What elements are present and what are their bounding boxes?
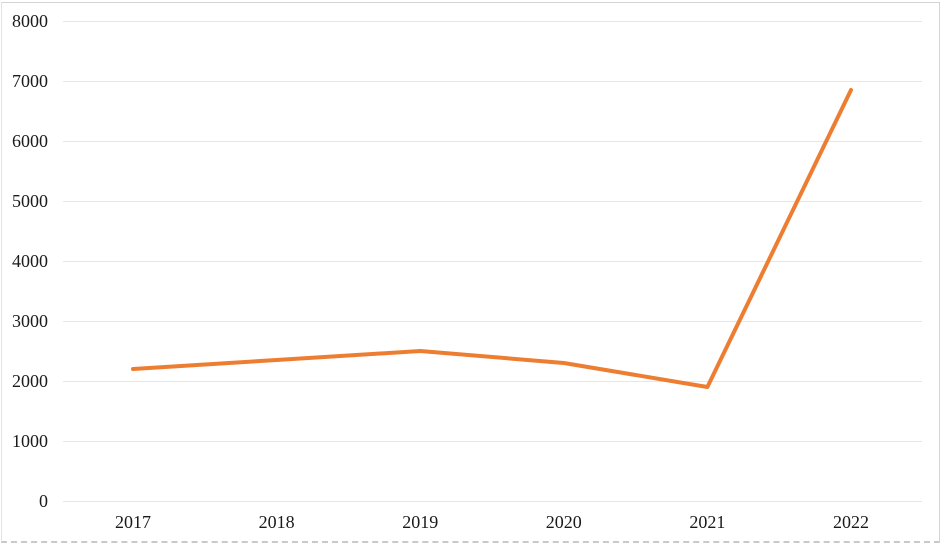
- y-axis-tick-label: 7000: [12, 71, 48, 91]
- y-axis-tick-label: 1000: [12, 431, 48, 451]
- gridline: [63, 321, 922, 322]
- x-axis-tick-label: 2021: [689, 512, 726, 532]
- gridline: [63, 441, 922, 442]
- gridline: [63, 201, 922, 202]
- y-axis-tick-label: 6000: [12, 131, 48, 151]
- y-axis-tick-label: 3000: [12, 311, 48, 331]
- x-axis-tick-label: 2019: [402, 512, 439, 532]
- y-axis-tick-label: 0: [39, 491, 48, 511]
- gridline: [63, 261, 922, 262]
- gridline: [63, 381, 922, 382]
- gridline: [63, 141, 922, 142]
- x-axis-tick-label: 2018: [258, 512, 295, 532]
- x-axis-tick-label: 2022: [833, 512, 869, 532]
- gridline: [63, 21, 922, 22]
- gridline: [63, 501, 922, 502]
- y-axis-tick-label: 8000: [12, 11, 48, 31]
- y-axis-tick-label: 2000: [12, 371, 48, 391]
- data-line: [131, 88, 853, 389]
- x-axis-tick-label: 2020: [545, 512, 582, 532]
- y-axis-tick-label: 4000: [12, 251, 48, 271]
- y-axis-tick-label: 5000: [12, 191, 48, 211]
- x-axis-tick-label: 2017: [115, 512, 151, 532]
- gridline: [63, 81, 922, 82]
